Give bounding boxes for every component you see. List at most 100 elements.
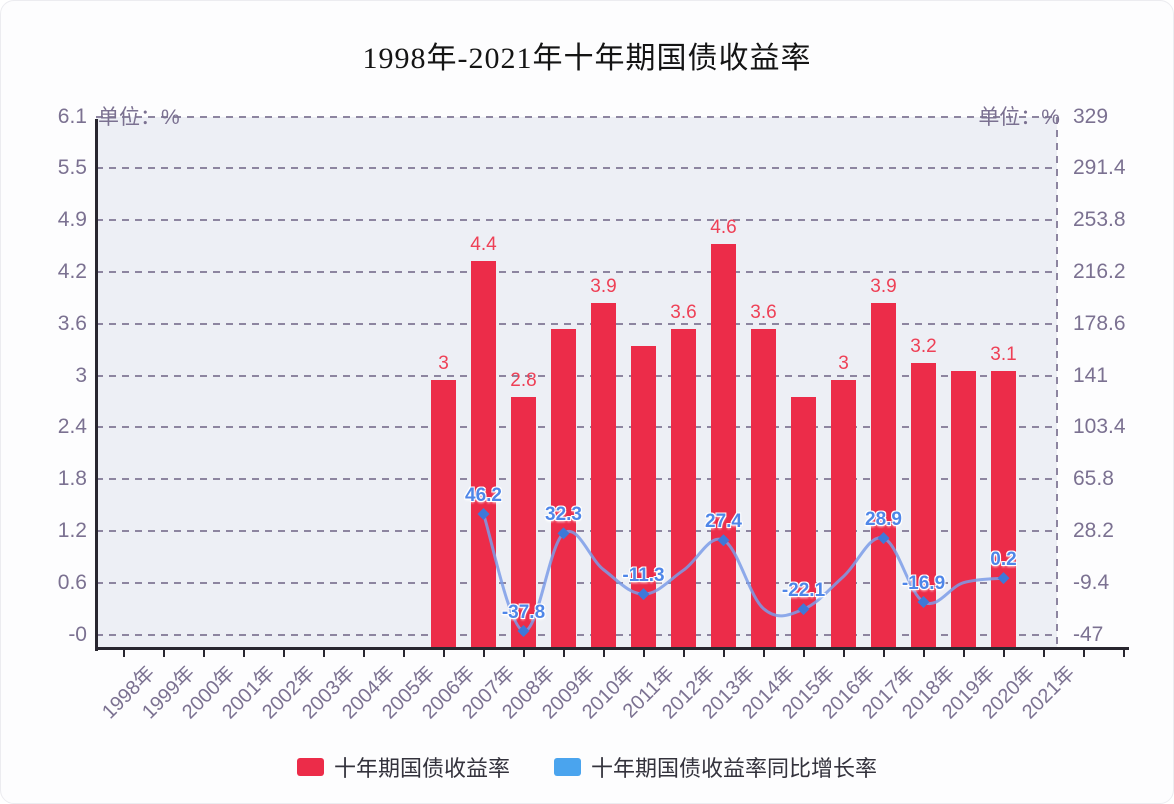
x-axis-tick [1002,650,1005,657]
bar-value-label: 3 [838,352,849,374]
y-axis-line [95,119,98,651]
x-axis-tick [922,650,925,657]
line-point-marker [477,508,490,521]
grid-line [96,478,1057,481]
y-axis-label-right: 291.4 [1073,156,1126,180]
x-axis-tick [442,650,445,657]
y-axis-label-right: 216.2 [1073,259,1126,283]
y-axis-label-right: -9.4 [1073,570,1110,594]
bar-value-label: 4.6 [710,216,737,238]
y-axis-label-right: 178.6 [1073,311,1126,335]
bar [831,379,856,648]
bar [991,371,1016,648]
line-point-marker [517,625,530,638]
x-axis-tick [122,650,125,657]
y-axis-label-right: 28.2 [1073,518,1114,542]
x-axis-tick [1042,650,1045,657]
line-value-label: 28.9 [865,509,902,531]
y-axis-label-right: 141 [1073,363,1109,387]
line-point-marker [557,527,570,540]
x-axis-tick [1122,650,1125,657]
x-axis-tick [402,650,405,657]
y-axis-label-left: 1.8 [57,467,87,491]
bar [951,371,976,648]
y-axis-label-right: 253.8 [1073,208,1126,232]
x-axis-tick [682,650,685,657]
grid-line [96,167,1057,170]
x-axis-tick [522,650,525,657]
x-axis-tick [882,650,885,657]
bar [871,303,896,648]
y-axis-label-left: 0.6 [57,570,87,594]
grid-line [96,219,1057,222]
legend-swatch-bars [296,758,324,776]
x-axis-tick [802,650,805,657]
grid-line [96,633,1057,636]
bar [711,243,736,648]
line-point-marker [917,595,930,608]
growth-line [482,512,1005,633]
plot-background [96,116,1057,648]
line-value-label: 27.4 [705,511,742,533]
bar [511,396,536,648]
bar-value-label: 3.2 [910,335,937,357]
grid-line [96,374,1057,377]
x-axis-tick [322,650,325,657]
y-axis-label-right: 329 [1073,104,1109,128]
bar [671,328,696,648]
x-axis-tick [602,650,605,657]
x-axis-tick [282,650,285,657]
legend-swatch-line [554,758,581,776]
x-axis-tick [482,650,485,657]
x-axis-tick [642,650,645,657]
y-axis-label-left: 3.6 [57,311,87,335]
right-axis-unit-label: 单位：% [978,106,1060,129]
line-value-label: -16.9 [901,572,946,594]
y-axis-label-right: 103.4 [1073,415,1126,439]
bar [591,303,616,648]
x-axis-tick [1082,650,1085,657]
y-axis-label-left: 1.2 [57,518,87,542]
line-value-label: -11.3 [622,565,665,587]
line-point-marker [717,534,730,547]
y-axis-label-right: -47 [1073,622,1104,646]
bar-value-label: 3.6 [750,301,777,323]
line-point-marker [877,532,890,545]
line-point-marker [997,572,1010,585]
y-axis-label-left: 2.4 [57,415,87,439]
line-value-label: 32.3 [545,504,582,526]
grid-line [96,270,1057,273]
bar-value-label: 4.4 [470,233,497,255]
x-axis-tick [562,650,565,657]
line-value-label: -37.8 [501,602,546,624]
y-axis-label-right: 65.8 [1073,467,1114,491]
bar-value-label: 3 [438,352,449,374]
line-point-marker [637,588,650,601]
y-axis-label-left: 6.1 [57,104,87,128]
x-axis-line [95,647,1129,650]
bar-value-label: 3.9 [870,276,897,298]
chart-title: 1998年-2021年十年期国债收益率 [362,42,812,75]
grid-line [96,115,1057,118]
grid-line [96,581,1057,584]
grid-line [96,529,1057,532]
bar [471,260,496,648]
line-value-label: -22.1 [781,580,826,602]
x-axis-tick [762,650,765,657]
legend-label-bars: 十年期国债收益率 [333,756,510,781]
legend-label-line: 十年期国债收益率同比增长率 [591,756,878,781]
legend: 十年期国债收益率 十年期国债收益率同比增长率 [1,747,1173,787]
bar-value-label: 3.1 [990,344,1017,366]
y-axis-label-left: 3 [75,363,87,387]
bar [431,379,456,648]
x-axis-tick [242,650,245,657]
x-axis-tick [722,650,725,657]
grid-line [96,322,1057,325]
y-axis-label-left: 4.2 [57,259,87,283]
bar-value-label: 3.6 [670,301,697,323]
plot-right-border [1056,116,1058,648]
line-value-label: 0.2 [990,549,1017,571]
line-point-marker [797,603,810,616]
